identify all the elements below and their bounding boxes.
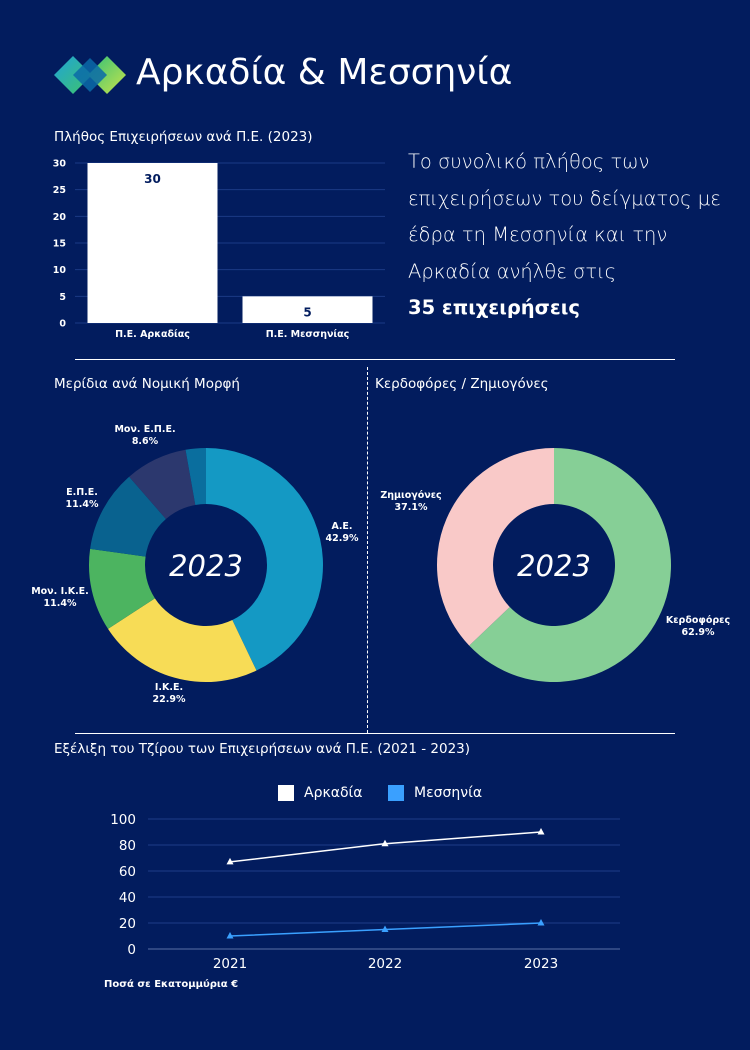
legal-form-donut-chart: Α.Ε. 42.9% Ι.Κ.Ε. 22.9% Μον. Ι.Κ.Ε. 11.4% Ε.Π.… — [31, 424, 359, 705]
intro-sentence: Το συνολικό πλήθος των επιχειρήσεων του … — [408, 150, 721, 283]
data-point — [381, 925, 389, 932]
y-tick-label: 25 — [53, 185, 66, 196]
intro-text: Το συνολικό πλήθος των επιχειρήσεων του … — [408, 144, 728, 327]
diamond-logo — [52, 50, 128, 104]
data-point — [226, 932, 234, 939]
donut-slice — [469, 448, 671, 682]
slice-label: Ι.Κ.Ε. 22.9% — [153, 682, 186, 705]
legend-item-arkadia: Αρκαδία — [278, 785, 362, 801]
slice-label: Α.Ε. 42.9% — [326, 521, 359, 544]
bar — [87, 163, 218, 323]
slice-label: Μον. Ι.Κ.Ε. 11.4% — [31, 586, 89, 609]
donut-slice — [185, 448, 206, 505]
legend-label: Μεσσηνία — [414, 785, 483, 801]
donut-slice — [90, 476, 166, 557]
y-tick-label: 80 — [119, 838, 136, 854]
data-point — [226, 857, 234, 865]
line-chart-title: Εξέλιξη του Τζίρου των Επιχειρήσεων ανά … — [54, 741, 471, 757]
y-tick-label: 30 — [53, 159, 67, 170]
series-line — [229, 831, 542, 863]
legal-form-chart-title: Μερίδια ανά Νομική Μορφή — [54, 376, 240, 392]
intro-bold: 35 επιχειρήσεις — [408, 296, 580, 319]
slice-label: Ζημιογόνες 37.1% — [380, 490, 441, 513]
data-point — [381, 839, 389, 847]
bar-data-label: 30 — [144, 172, 161, 186]
divider — [75, 359, 675, 360]
slice-label: Κερδοφόρες 62.9% — [666, 615, 730, 638]
y-tick-label: 40 — [119, 890, 136, 906]
legend-label: Αρκαδία — [304, 785, 363, 801]
y-tick-label: 10 — [53, 265, 67, 276]
x-tick-label: Π.Ε. Μεσσηνίας — [266, 329, 350, 340]
y-tick-label: 5 — [59, 292, 66, 303]
slice-label: Ε.Π.Ε. 11.4% — [66, 487, 99, 510]
profit-loss-chart-title: Κερδοφόρες / Ζημιογόνες — [375, 376, 549, 392]
y-tick-label: 20 — [53, 212, 67, 223]
slice-label: Μον. Ε.Π.Ε. 8.6% — [114, 424, 175, 447]
x-tick-label: Π.Ε. Αρκαδίας — [115, 329, 190, 340]
bar-chart: 0 5 10 15 20 25 30 30 Π.Ε. Αρκαδίας 5 Π.Ε. Μεσσηνί… — [53, 159, 385, 340]
data-point — [537, 828, 545, 835]
legend-swatch — [278, 785, 294, 801]
y-tick-label: 0 — [127, 942, 136, 958]
legend-item-messinia: Μεσσηνία — [388, 785, 482, 801]
donut-slice — [129, 449, 196, 519]
x-tick-label: 2021 — [213, 956, 247, 972]
bar-data-label: 5 — [303, 305, 311, 319]
donut-center-label: 2023 — [517, 549, 591, 583]
vertical-divider — [367, 367, 368, 733]
profit-loss-donut-chart: Κερδοφόρες 62.9% Ζημιογόνες 37.1% 2023 — [380, 448, 730, 682]
line-chart: 0 20 40 60 80 100 2021 2022 2023 — [110, 812, 620, 972]
legend-swatch — [388, 785, 404, 801]
donut-slice — [89, 548, 155, 629]
y-tick-label: 100 — [110, 812, 136, 828]
y-tick-label: 60 — [119, 864, 136, 880]
data-point — [537, 919, 545, 926]
donut-slice — [206, 448, 324, 671]
y-tick-label: 15 — [53, 239, 66, 250]
donut-center-label: 2023 — [169, 549, 243, 583]
donut-slice — [437, 448, 554, 646]
x-tick-label: 2022 — [368, 956, 402, 972]
bar — [242, 296, 373, 323]
bar-chart-title: Πλήθος Επιχειρήσεων ανά Π.Ε. (2023) — [54, 129, 313, 145]
divider — [75, 733, 675, 734]
y-tick-label: 0 — [59, 319, 66, 330]
x-tick-label: 2023 — [524, 956, 558, 972]
unit-note: Ποσά σε Εκατομμύρια € — [104, 979, 239, 990]
donut-slice — [108, 598, 257, 682]
y-tick-label: 20 — [119, 916, 136, 932]
page-title: Αρκαδία & Μεσσηνία — [136, 52, 513, 93]
